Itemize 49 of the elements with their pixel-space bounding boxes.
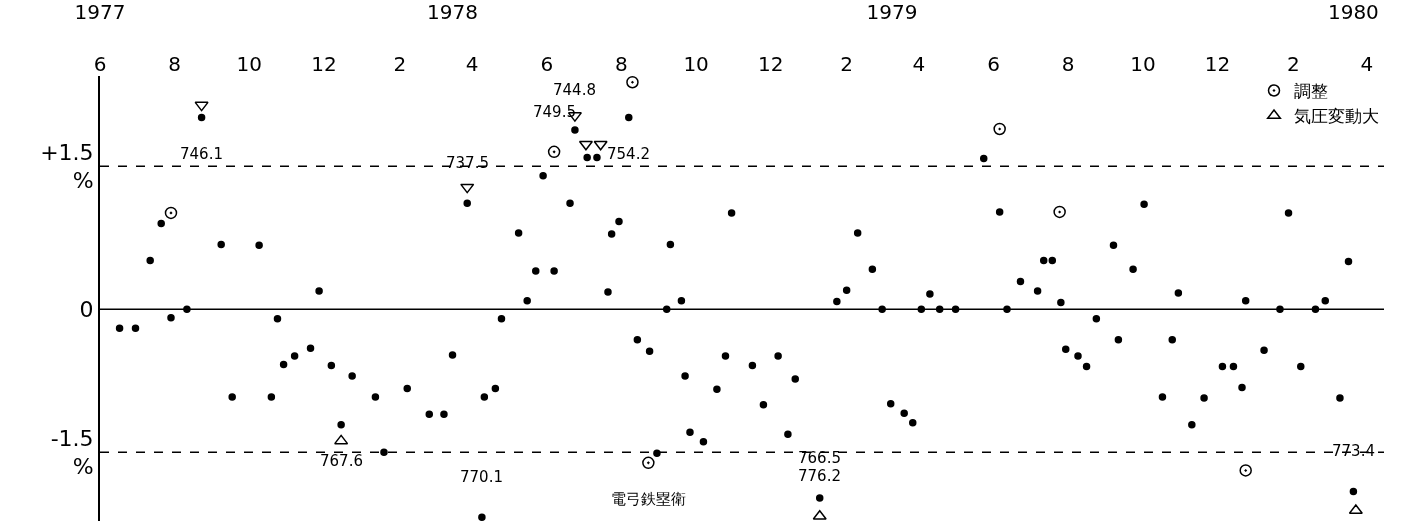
x2-tick-label: 1979 xyxy=(866,0,918,25)
x-tick-label: 4 xyxy=(1360,51,1374,76)
x-tick-label: 2 xyxy=(840,51,854,76)
point xyxy=(642,456,655,470)
point xyxy=(547,145,561,159)
x2-tick-label: 1978 xyxy=(427,0,478,25)
x-tick-label: 6 xyxy=(987,51,1000,76)
annotation: 電弓鉄塁衛 xyxy=(611,490,686,508)
point xyxy=(626,75,639,89)
x-tick-label: 4 xyxy=(912,51,926,76)
annotation: 773.4 xyxy=(1332,442,1375,460)
y-tick-label: 0 xyxy=(79,296,94,322)
x-tick-label: 4 xyxy=(465,51,479,76)
x-tick-label: 12 xyxy=(1204,51,1231,76)
x-tick-label: 6 xyxy=(540,51,554,76)
point xyxy=(993,122,1006,136)
annotation: 754.2 xyxy=(607,145,650,163)
point xyxy=(593,140,608,151)
annotation: 744.8 xyxy=(553,81,596,99)
x-tick-label: 2 xyxy=(1287,51,1300,76)
y-tick-label: +1.5 % xyxy=(40,139,94,194)
legend-label: 気圧変動大 xyxy=(1294,106,1379,127)
x-tick-label: 8 xyxy=(168,51,182,76)
legend-label: 調整 xyxy=(1294,81,1328,102)
x-tick-label: 12 xyxy=(758,51,784,76)
x-tick-label: 10 xyxy=(236,51,263,76)
y-tick-label: -1.5 % xyxy=(50,425,94,480)
x-tick-label: 2 xyxy=(393,51,407,76)
annotation: 766.5 xyxy=(798,449,841,467)
point xyxy=(1053,205,1066,219)
x2-tick-label: 1980 xyxy=(1327,0,1379,25)
x2-tick-label: 1977 xyxy=(74,0,126,25)
point xyxy=(812,509,827,520)
x-tick-label: 6 xyxy=(93,51,107,76)
annotation: 770.1 xyxy=(460,468,503,486)
x-tick-label: 12 xyxy=(311,51,337,76)
x-tick-label: 10 xyxy=(683,51,709,76)
point xyxy=(460,183,475,194)
annotation: 776.2 xyxy=(798,467,841,485)
x-tick-label: 8 xyxy=(615,51,628,76)
point xyxy=(334,434,349,445)
annotation: 749.5 xyxy=(533,103,576,121)
annotation: 767.6 xyxy=(320,452,363,470)
x-tick-label: 10 xyxy=(1130,51,1156,76)
point xyxy=(164,206,178,220)
point xyxy=(194,101,209,112)
annotation: 746.1 xyxy=(180,145,223,163)
x-tick-label: 8 xyxy=(1061,51,1075,76)
point xyxy=(1239,464,1252,477)
